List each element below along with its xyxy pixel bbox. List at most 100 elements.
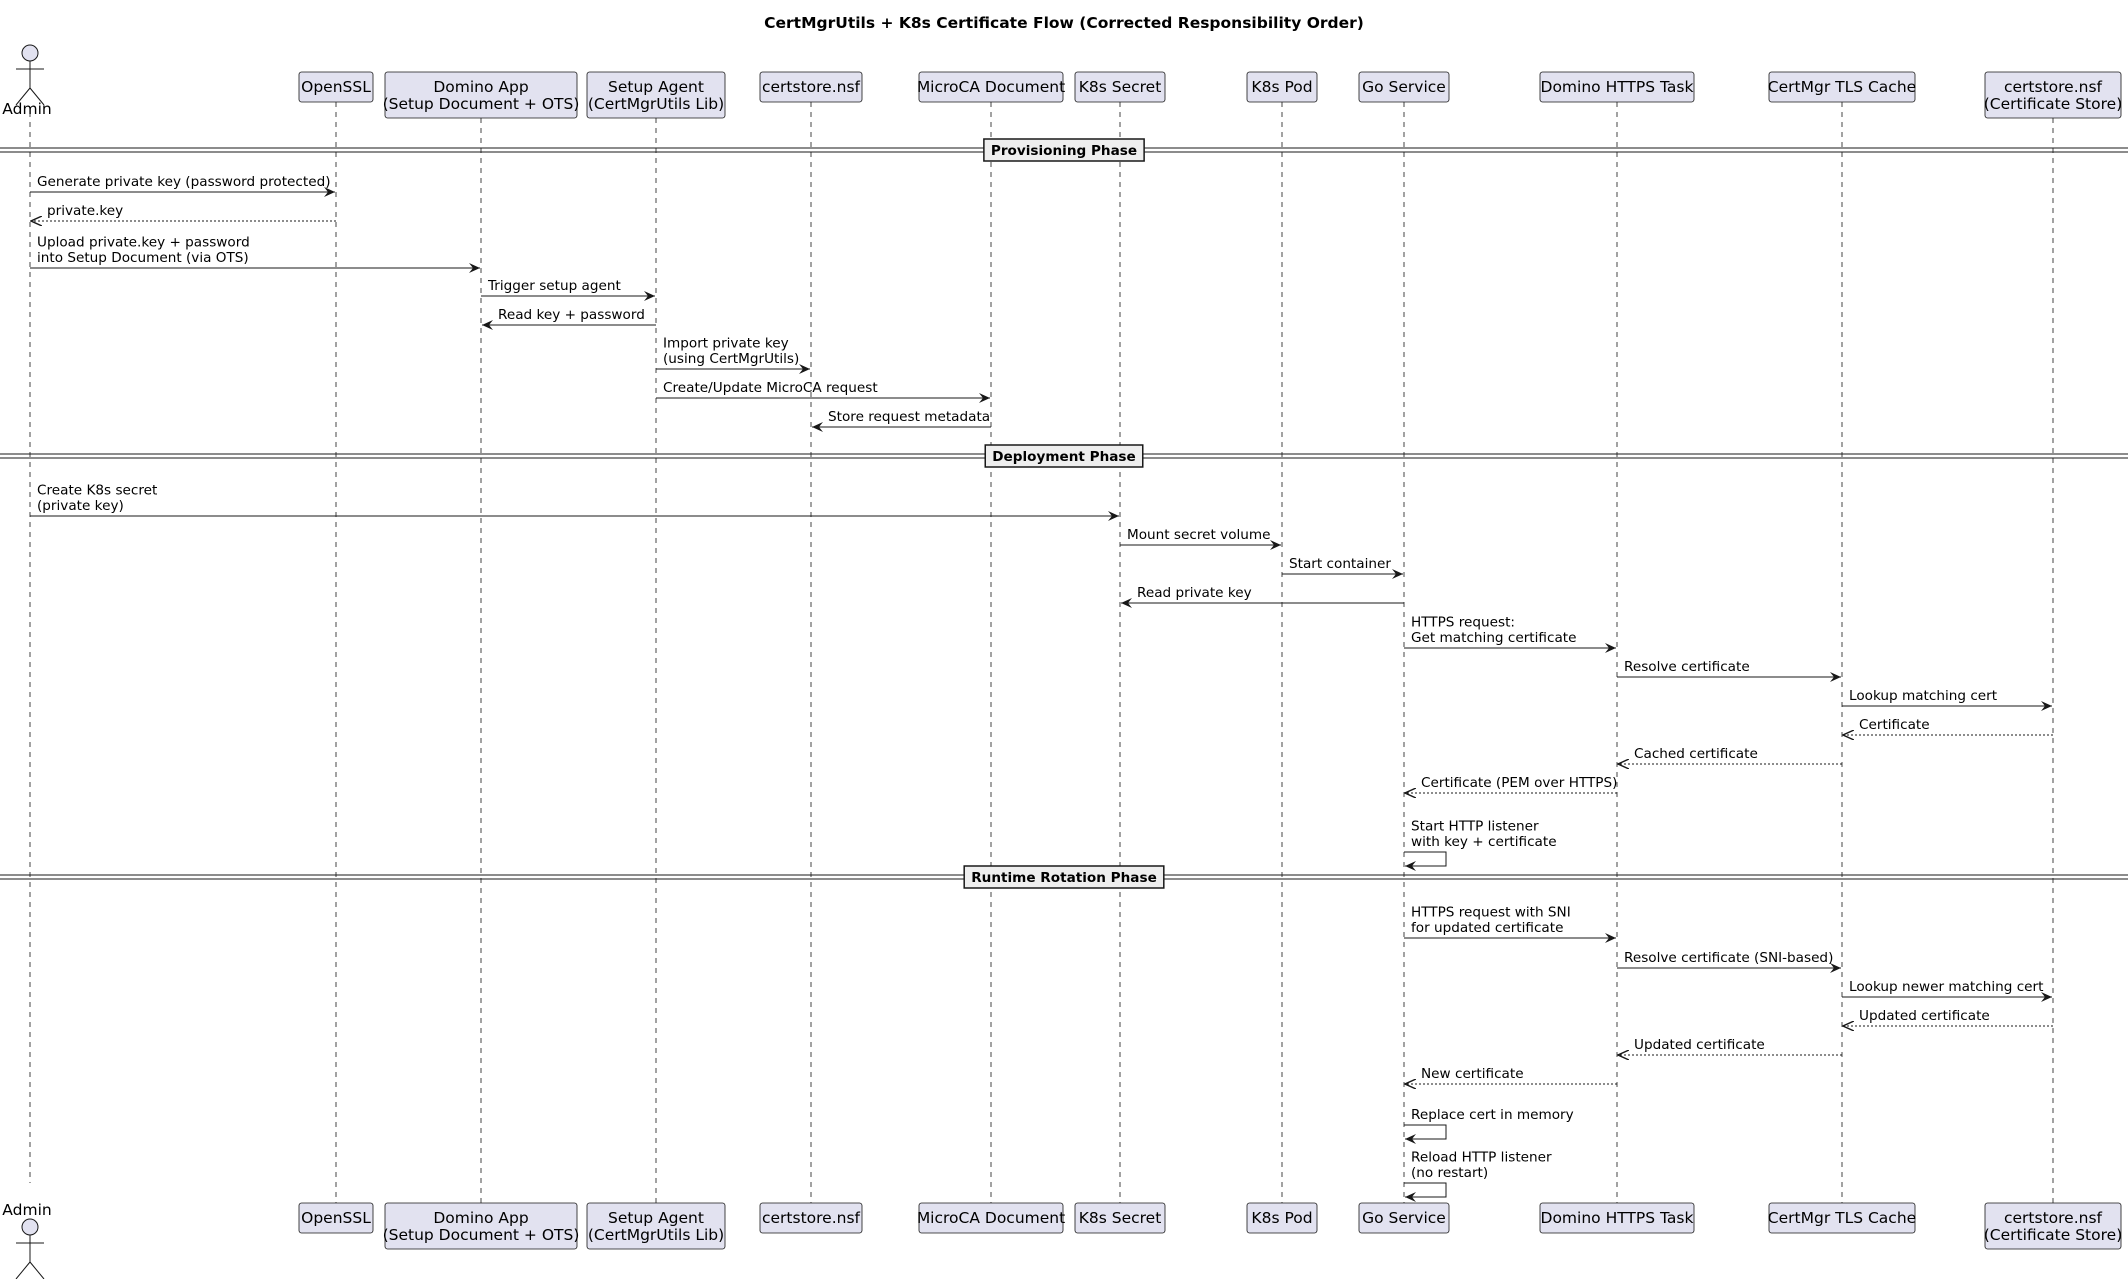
participant-label: Admin	[2, 1201, 51, 1219]
participant-go_service-bottom: Go Service	[1358, 1202, 1450, 1234]
participant-openssl-top: OpenSSL	[298, 71, 374, 103]
message-go_service-to-k8s_secret: Read private key	[1121, 585, 1404, 608]
message-label: Create/Update MicroCA request	[663, 380, 878, 396]
message-label: private.key	[47, 203, 123, 219]
participant-box	[298, 71, 374, 103]
message-tls_cache-to-domino_https: Updated certificate	[1618, 1037, 1842, 1055]
participant-k8s_pod-top: K8s Pod	[1246, 71, 1318, 103]
actor-icon	[15, 1218, 45, 1279]
message-tls_cache-to-cert_store: Lookup newer matching cert	[1842, 979, 2052, 1002]
message-tls_cache-to-domino_https: Cached certificate	[1618, 746, 1842, 764]
message-label: Reload HTTP listener	[1411, 1150, 1552, 1166]
participant-box	[1074, 1202, 1166, 1234]
message-label: Get matching certificate	[1411, 630, 1576, 646]
message-label: Import private key	[663, 336, 789, 352]
participant-label: K8s Secret	[1079, 1209, 1162, 1227]
message-cert_store-to-tls_cache: Certificate	[1843, 717, 2053, 735]
phase-dividers: Provisioning Phase Deployment Phase Runtim…	[0, 138, 2128, 889]
participant-box	[1246, 71, 1318, 103]
participant-label: (Setup Document + OTS)	[383, 1226, 580, 1244]
participant-label: Domino App	[433, 78, 528, 96]
participant-label: Domino App	[433, 1209, 528, 1227]
participant-label: certstore.nsf	[762, 1209, 861, 1227]
participants-top: Admin OpenSSL Domino App(Setup Document + …	[2, 44, 2122, 119]
participant-label: certstore.nsf	[2004, 78, 2103, 96]
participant-label: K8s Pod	[1251, 1209, 1312, 1227]
actor-icon	[15, 44, 45, 106]
message-k8s_pod-to-go_service: Start container	[1282, 556, 1403, 579]
message-label: HTTPS request with SNI	[1411, 905, 1571, 921]
message-label: Read private key	[1137, 585, 1252, 601]
message-arrow	[1404, 1182, 1447, 1202]
participant-label: Admin	[2, 100, 51, 118]
participant-tls_cache-top: CertMgr TLS Cache	[1768, 71, 1916, 103]
participant-admin-bottom: Admin	[2, 1201, 52, 1279]
participant-label: (Setup Document + OTS)	[383, 95, 580, 113]
participant-domino_https-top: Domino HTTPS Task	[1539, 71, 1695, 103]
message-cert_store-to-tls_cache: Updated certificate	[1843, 1008, 2053, 1026]
message-label: Updated certificate	[1634, 1037, 1765, 1053]
message-label: Lookup newer matching cert	[1849, 979, 2043, 995]
participants-bottom: Admin OpenSSL Domino App(Setup Document + …	[2, 1201, 2122, 1279]
participant-cert_store-bottom: certstore.nsf(Certificate Store)	[1984, 1202, 2122, 1250]
participant-label: K8s Secret	[1079, 78, 1162, 96]
participant-label: OpenSSL	[301, 78, 371, 96]
participant-box	[1768, 1202, 1916, 1234]
phase-divider-label: Deployment Phase	[992, 449, 1136, 465]
message-admin-to-k8s_secret: Create K8s secret(private key)	[30, 483, 1119, 521]
message-setup_agent-to-certstore: Import private key(using CertMgrUtils)	[656, 336, 810, 374]
message-go_service-to-go_service: Replace cert in memory	[1404, 1107, 1574, 1144]
participant-box	[1246, 1202, 1318, 1234]
participant-cert_store-top: certstore.nsf(Certificate Store)	[1984, 71, 2122, 119]
participant-box	[759, 1202, 863, 1234]
diagram-title: CertMgrUtils + K8s Certificate Flow (Cor…	[764, 14, 1364, 32]
message-tls_cache-to-cert_store: Lookup matching cert	[1842, 688, 2052, 711]
participant-box	[918, 1202, 1064, 1234]
message-label: Replace cert in memory	[1411, 1107, 1574, 1123]
participant-label: Setup Agent	[608, 1209, 704, 1227]
phase-divider: Deployment Phase	[0, 444, 2128, 468]
message-arrow	[1404, 1124, 1447, 1144]
participant-microca-top: MicroCA Document	[917, 71, 1065, 103]
message-go_service-to-go_service: Reload HTTP listener(no restart)	[1404, 1150, 1552, 1202]
participant-openssl-bottom: OpenSSL	[298, 1202, 374, 1234]
participant-label: MicroCA Document	[917, 1209, 1065, 1227]
message-label: Updated certificate	[1859, 1008, 1990, 1024]
message-label: (using CertMgrUtils)	[663, 351, 799, 367]
participant-box	[586, 71, 726, 119]
participant-box	[1074, 71, 1166, 103]
message-k8s_secret-to-k8s_pod: Mount secret volume	[1120, 527, 1281, 550]
participant-label: Go Service	[1362, 1209, 1446, 1227]
messages: Generate private key (password protected…	[30, 174, 2053, 1202]
message-arrow	[1404, 851, 1447, 871]
participant-label: K8s Pod	[1251, 78, 1312, 96]
message-label: New certificate	[1421, 1066, 1524, 1082]
participant-domino_https-bottom: Domino HTTPS Task	[1539, 1202, 1695, 1234]
participant-label: Go Service	[1362, 78, 1446, 96]
message-domino_https-to-tls_cache: Resolve certificate (SNI-based)	[1617, 950, 1841, 973]
participant-certstore-top: certstore.nsf	[759, 71, 863, 103]
participant-box	[1539, 1202, 1695, 1234]
participant-admin-top: Admin	[2, 44, 52, 118]
message-label: Upload private.key + password	[37, 235, 250, 251]
message-label: Mount secret volume	[1127, 527, 1271, 543]
participant-box	[918, 71, 1064, 103]
message-microca-to-certstore: Store request metadata	[812, 409, 991, 432]
message-label: Generate private key (password protected…	[37, 174, 331, 190]
participant-go_service-top: Go Service	[1358, 71, 1450, 103]
phase-divider-label: Provisioning Phase	[991, 143, 1137, 159]
phase-divider: Provisioning Phase	[0, 138, 2128, 162]
lifelines	[29, 102, 2054, 1203]
message-label: (no restart)	[1411, 1165, 1488, 1181]
participant-box	[384, 1202, 578, 1250]
participant-label: OpenSSL	[301, 1209, 371, 1227]
participant-label: (CertMgrUtils Lib)	[588, 1226, 724, 1244]
message-label: Certificate (PEM over HTTPS)	[1421, 775, 1617, 791]
participant-label: MicroCA Document	[917, 78, 1065, 96]
participant-label: CertMgr TLS Cache	[1768, 78, 1916, 96]
message-label: HTTPS request:	[1411, 615, 1515, 631]
message-admin-to-openssl: Generate private key (password protected…	[30, 174, 335, 197]
